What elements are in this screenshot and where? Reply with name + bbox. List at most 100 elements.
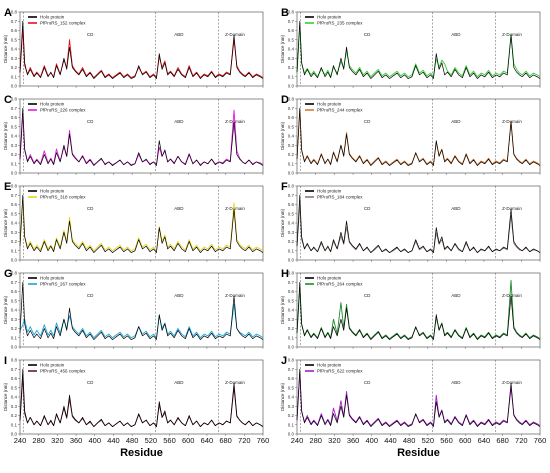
y-tick-label: 0.8 — [288, 358, 295, 363]
x-tick-label: 400 — [89, 436, 102, 445]
legend-label-holo: Holo protein — [40, 15, 65, 20]
panel-letter: I — [4, 355, 7, 367]
y-tick-label: 0.1 — [11, 422, 18, 427]
region-label: CD — [364, 293, 371, 298]
x-tick-label: 240 — [14, 436, 27, 445]
y-tick-label: 0.7 — [11, 367, 18, 372]
region-label: ABD — [174, 32, 184, 37]
x-tick-label: 560 — [163, 436, 176, 445]
y-tick-label: 0.3 — [288, 230, 295, 235]
y-tick-label: 0.4 — [11, 308, 18, 313]
legend-label-complex: PfProRS_184 complex — [317, 195, 363, 200]
legend-label-holo: Holo protein — [40, 102, 65, 107]
y-tick-label: 0.6 — [288, 202, 295, 207]
region-label: Z-Domain — [225, 380, 245, 385]
x-tick-label: 360 — [347, 436, 360, 445]
region-label: CD — [87, 206, 94, 211]
x-tick-label: 280 — [309, 436, 322, 445]
panel-h: H 0.0 0.1 0.2 0.3 0.4 0.5 0.6 0.7 0.8 Distance (nm… — [280, 268, 541, 350]
y-tick-label: 0.3 — [11, 143, 18, 148]
x-tick-label: 280 — [32, 436, 45, 445]
y-tick-label: 0.6 — [11, 289, 18, 294]
panel-letter: E — [4, 181, 11, 193]
y-axis-label: Distance (nm) — [3, 122, 8, 151]
y-axis-label: Distance (nm) — [3, 209, 8, 238]
y-tick-label: 0.5 — [11, 298, 18, 303]
y-tick-label: 0.8 — [11, 10, 18, 15]
y-tick-label: 0.2 — [11, 239, 18, 244]
x-tick-label: 680 — [496, 436, 509, 445]
panel-g: G 0.0 0.1 0.2 0.3 0.4 0.5 0.6 0.7 0.8 Distance (nm… — [3, 268, 264, 350]
y-tick-label: 0.1 — [11, 248, 18, 253]
y-tick-label: 0.7 — [288, 19, 295, 24]
x-tick-label: 400 — [366, 436, 379, 445]
region-label: CD — [364, 119, 371, 124]
panel-letter: C — [4, 94, 12, 106]
region-label: ABD — [451, 119, 461, 124]
x-tick-label: 480 — [126, 436, 139, 445]
y-tick-label: 0.6 — [11, 28, 18, 33]
region-label: CD — [87, 119, 94, 124]
y-tick-label: 0.6 — [288, 115, 295, 120]
y-tick-label: 0.7 — [288, 106, 295, 111]
y-tick-label: 0.7 — [288, 280, 295, 285]
x-axis-label: Residue — [120, 447, 163, 459]
y-tick-label: 0.8 — [11, 97, 18, 102]
y-tick-label: 0.2 — [11, 65, 18, 70]
panel-d: D 0.0 0.1 0.2 0.3 0.4 0.5 0.6 0.7 0.8 Distance (nm… — [280, 94, 541, 176]
panel-j: J 0.0 0.1 0.2 0.3 0.4 0.5 0.6 0.7 0.8 Distance (nm… — [280, 355, 546, 459]
y-tick-label: 0.3 — [11, 317, 18, 322]
panel-letter: A — [4, 7, 12, 19]
y-tick-label: 0.2 — [11, 413, 18, 418]
series-line-holo — [19, 107, 264, 166]
x-tick-label: 440 — [107, 436, 120, 445]
y-axis-label: Distance (nm) — [280, 296, 285, 325]
legend-label-complex: PfProRS_264 complex — [317, 282, 363, 287]
legend-label-complex: PfProRS_152 complex — [40, 21, 86, 26]
region-label: CD — [87, 32, 94, 37]
y-tick-label: 0.4 — [288, 47, 295, 52]
y-tick-label: 0.3 — [11, 230, 18, 235]
panel-letter: D — [281, 94, 289, 106]
x-tick-label: 640 — [201, 436, 214, 445]
y-tick-label: 0.7 — [11, 193, 18, 198]
x-tick-label: 600 — [459, 436, 472, 445]
y-tick-label: 0.5 — [11, 211, 18, 216]
series-line-holo — [296, 194, 541, 253]
y-tick-label: 0.7 — [288, 193, 295, 198]
region-label: ABD — [174, 380, 184, 385]
region-label: ABD — [451, 32, 461, 37]
panel-i: I 0.0 0.1 0.2 0.3 0.4 0.5 0.6 0.7 0.8 Distance (nm… — [3, 355, 269, 459]
series-line-holo — [296, 20, 541, 79]
region-label: CD — [364, 206, 371, 211]
y-axis-label: Distance (nm) — [280, 122, 285, 151]
y-tick-label: 0.4 — [288, 308, 295, 313]
y-tick-label: 0.8 — [288, 184, 295, 189]
y-tick-label: 0.0 — [11, 258, 18, 263]
series-line-holo — [19, 194, 264, 253]
region-label: Z-Domain — [502, 119, 522, 124]
region-label: CD — [87, 293, 94, 298]
region-label: ABD — [451, 206, 461, 211]
y-tick-label: 0.8 — [11, 184, 18, 189]
x-tick-label: 320 — [328, 436, 341, 445]
legend-label-holo: Holo protein — [317, 363, 342, 368]
y-tick-label: 0.6 — [288, 28, 295, 33]
y-tick-label: 0.6 — [11, 202, 18, 207]
y-tick-label: 0.6 — [288, 376, 295, 381]
y-tick-label: 0.7 — [11, 280, 18, 285]
panel-c: C 0.0 0.1 0.2 0.3 0.4 0.5 0.6 0.7 0.8 Distance (nm… — [3, 94, 264, 176]
region-label: Z-Domain — [225, 206, 245, 211]
region-label: Z-Domain — [225, 32, 245, 37]
x-tick-label: 560 — [440, 436, 453, 445]
y-tick-label: 0.8 — [288, 271, 295, 276]
x-tick-label: 360 — [70, 436, 83, 445]
y-tick-label: 0.0 — [11, 171, 18, 176]
y-tick-label: 0.3 — [288, 404, 295, 409]
region-label: ABD — [451, 380, 461, 385]
y-tick-label: 0.4 — [11, 134, 18, 139]
legend-label-holo: Holo protein — [317, 15, 342, 20]
y-tick-label: 0.7 — [288, 367, 295, 372]
region-label: Z-Domain — [225, 293, 245, 298]
